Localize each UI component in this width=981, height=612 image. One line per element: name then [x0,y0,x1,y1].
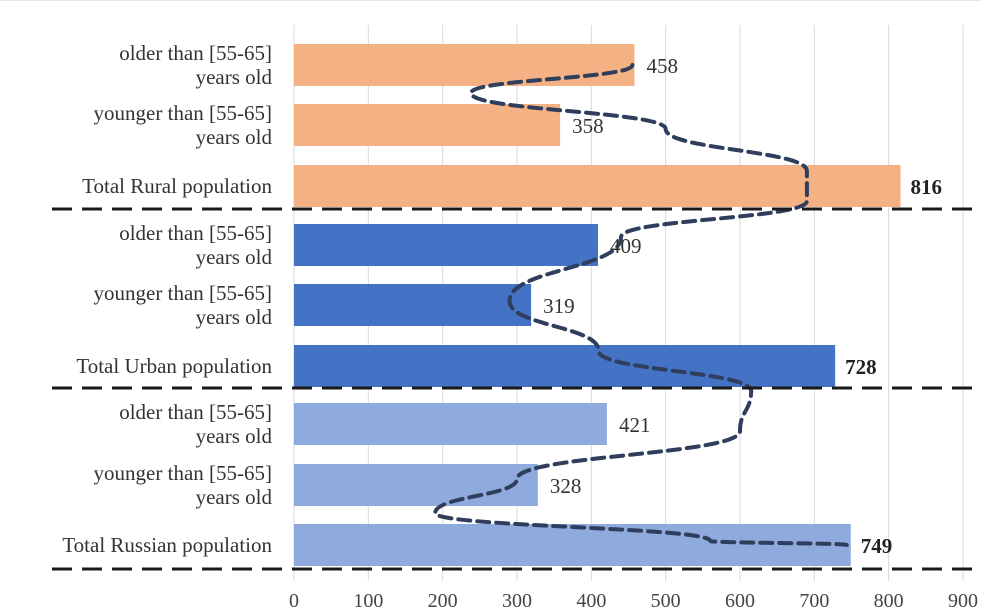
bar-7 [294,464,538,506]
category-label-6-line-1: years old [196,424,273,448]
category-label-0: older than [55-65]years old [119,41,272,89]
category-label-3-line-0: older than [55-65] [119,221,272,245]
data-label-2: 816 [911,175,943,199]
category-label-7-line-0: younger than [55-65] [94,461,272,485]
x-tick-label-0: 0 [289,590,299,612]
category-label-2: Total Rural population [82,174,272,198]
x-tick-label-700: 700 [799,590,829,612]
trend-line [433,63,849,547]
category-label-6: older than [55-65]years old [119,400,272,448]
category-label-8-line-0: Total Russian population [62,533,272,557]
category-label-1-line-0: younger than [55-65] [94,101,272,125]
category-label-1: younger than [55-65]years old [94,101,273,149]
category-label-8: Total Russian population [62,533,272,557]
category-label-7-line-1: years old [196,485,273,509]
bar-4 [294,284,532,326]
data-label-8: 749 [861,534,893,558]
group-separators [52,207,975,571]
data-label-1: 358 [572,114,604,138]
category-label-4-line-1: years old [196,305,273,329]
bar-3 [294,224,599,266]
bar-8 [294,524,851,566]
category-label-1-line-1: years old [196,125,273,149]
data-label-3: 409 [610,234,642,258]
category-label-0-line-1: years old [196,65,273,89]
data-label-5: 728 [845,355,877,379]
data-label-4: 319 [543,294,575,318]
category-label-2-line-0: Total Rural population [82,174,272,198]
data-label-0: 458 [646,54,678,78]
bar-0 [294,44,635,86]
category-label-3-line-1: years old [196,245,273,269]
category-label-4-line-0: younger than [55-65] [94,281,272,305]
category-label-3: older than [55-65]years old [119,221,272,269]
category-label-5: Total Urban population [76,354,272,378]
category-label-0-line-0: older than [55-65] [119,41,272,65]
x-tick-label-800: 800 [874,590,904,612]
x-tick-label-400: 400 [576,590,606,612]
data-label-7: 328 [550,474,582,498]
x-tick-label-300: 300 [502,590,532,612]
bar-1 [294,104,561,146]
category-label-6-line-0: older than [55-65] [119,400,272,424]
trend-curve [433,63,849,547]
category-label-7: younger than [55-65]years old [94,461,273,509]
x-tick-label-600: 600 [725,590,755,612]
category-label-4: younger than [55-65]years old [94,281,273,329]
x-tick-label-500: 500 [651,590,681,612]
bar-6 [294,403,607,445]
x-tick-label-200: 200 [428,590,458,612]
category-label-5-line-0: Total Urban population [76,354,272,378]
bar-5 [294,345,836,387]
data-labels: 458 358 816 409 319 728 421 328 749 [543,54,942,558]
data-label-6: 421 [619,413,651,437]
x-tick-label-100: 100 [353,590,383,612]
bars [294,44,901,566]
x-tick-label-900: 900 [948,590,978,612]
x-axis-ticks: 0 100 200 300 400 500 600 700 800 900 [289,590,978,612]
bar-2 [294,165,901,207]
